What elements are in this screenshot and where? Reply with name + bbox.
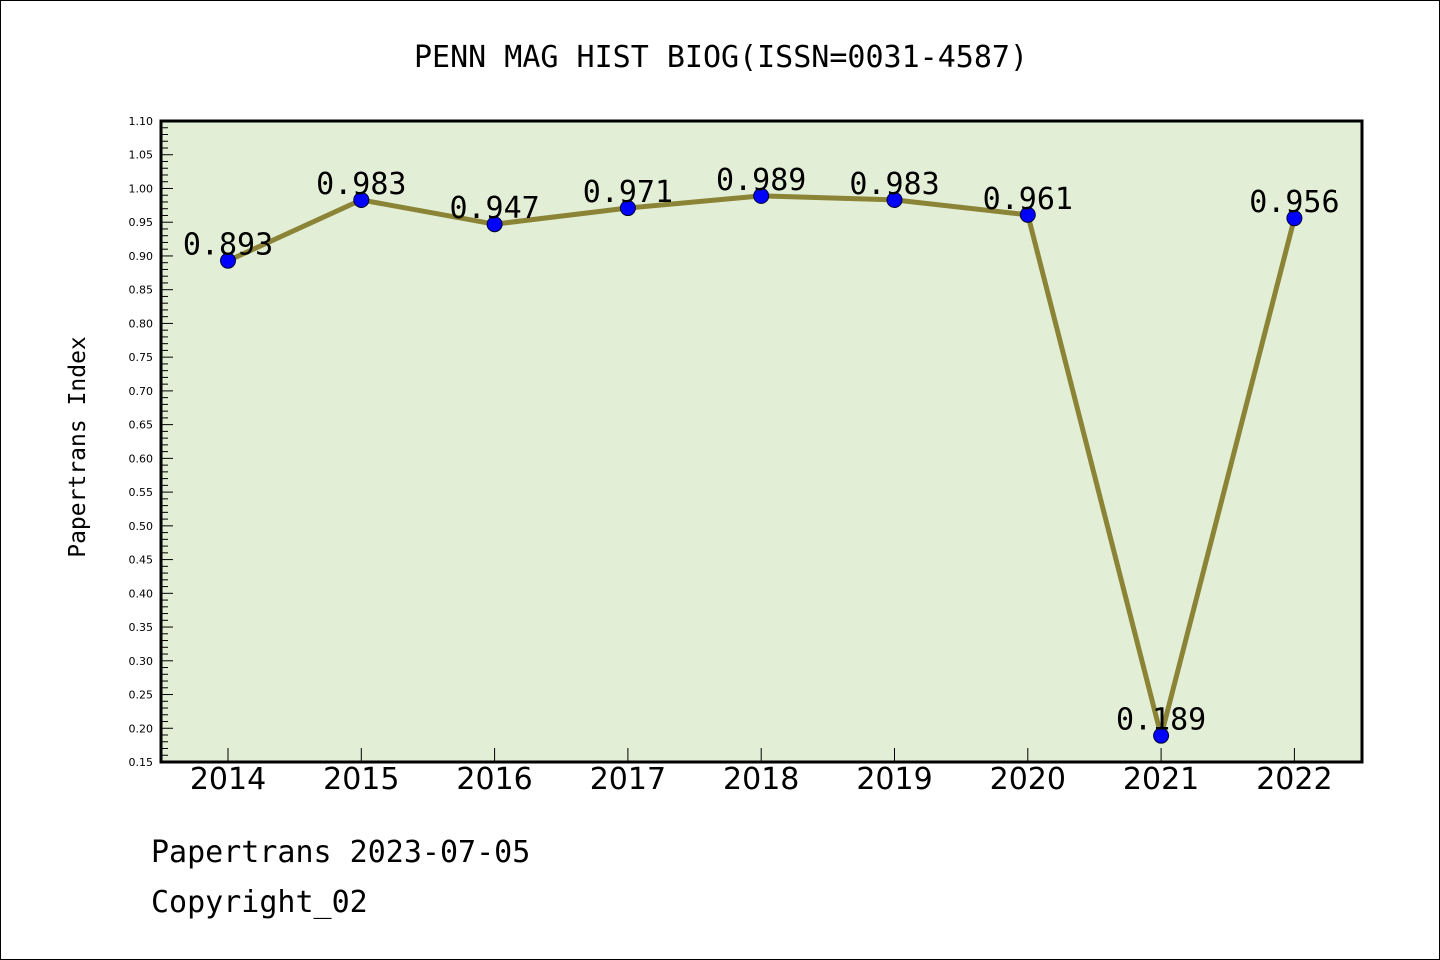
y-tick-label: 1.10 [129, 115, 154, 128]
data-label: 0.983 [316, 167, 406, 202]
data-label: 0.893 [183, 228, 273, 263]
chart-title: PENN MAG HIST BIOG(ISSN=0031-4587) [414, 40, 1028, 75]
data-label: 0.989 [716, 163, 806, 198]
x-tick-label: 2022 [1256, 762, 1332, 797]
y-tick-label: 0.55 [129, 486, 154, 499]
y-tick-label: 0.60 [129, 452, 154, 465]
y-tick-label: 0.95 [129, 216, 154, 229]
x-tick-label: 2015 [323, 762, 399, 797]
data-label: 0.971 [583, 175, 673, 210]
plot-area [159, 119, 1364, 764]
footer-date: Papertrans 2023-07-05 [151, 835, 531, 870]
y-tick-label: 0.85 [129, 284, 154, 297]
data-point [886, 191, 903, 208]
x-tick-label: 2020 [990, 762, 1066, 797]
y-tick-label: 0.65 [129, 419, 154, 432]
y-tick-label: 0.20 [129, 722, 154, 735]
data-point [619, 200, 636, 217]
data-point [220, 252, 236, 269]
y-tick-label: 0.90 [129, 250, 154, 263]
data-point [1019, 206, 1036, 223]
y-tick-label: 1.05 [129, 149, 154, 162]
y-tick-label: 0.15 [129, 756, 154, 769]
y-tick-label: 0.40 [129, 587, 154, 600]
y-tick-label: 0.80 [129, 317, 154, 330]
data-point [353, 191, 370, 208]
y-tick-label: 0.70 [129, 385, 154, 398]
y-tick-label: 0.25 [129, 689, 154, 702]
y-tick-label: 0.50 [129, 520, 154, 533]
data-point [486, 216, 503, 233]
y-tick-label: 0.35 [129, 621, 154, 634]
y-tick-label: 0.30 [129, 655, 154, 668]
y-axis-label: Papertrans Index [65, 336, 91, 558]
y-tick-label: 0.75 [129, 351, 154, 364]
series [220, 187, 1303, 744]
x-tick-label: 2019 [856, 762, 932, 797]
data-label: 0.983 [849, 167, 939, 202]
data-label: 0.947 [449, 191, 539, 226]
data-point [1153, 727, 1170, 744]
x-tick-label: 2014 [190, 762, 266, 797]
y-tick-label: 1.00 [129, 182, 154, 195]
x-tick-label: 2021 [1123, 762, 1199, 797]
x-tick-label: 2016 [456, 762, 532, 797]
data-point [1286, 210, 1303, 227]
data-label: 0.961 [983, 182, 1073, 217]
x-axis: 2014 2015 2016 2017 2018 2019 2020 2021 2022 [190, 748, 1333, 797]
data-label: 0.956 [1249, 185, 1339, 220]
x-tick-label: 2017 [590, 762, 666, 797]
y-tick-label: 0.45 [129, 554, 154, 567]
data-label: 0.189 [1116, 703, 1206, 738]
data-point [753, 187, 770, 204]
data-labels: 0.893 0.983 0.947 0.971 0.989 0.983 0.961 0.189… [183, 163, 1340, 738]
x-tick-label: 2018 [723, 762, 799, 797]
y-axis: 0.15 0.20 0.25 0.30 0.35 0.40 0.45 0.50 0.55 0.60… [129, 115, 173, 769]
footer-copyright: Copyright_02 [151, 885, 368, 920]
